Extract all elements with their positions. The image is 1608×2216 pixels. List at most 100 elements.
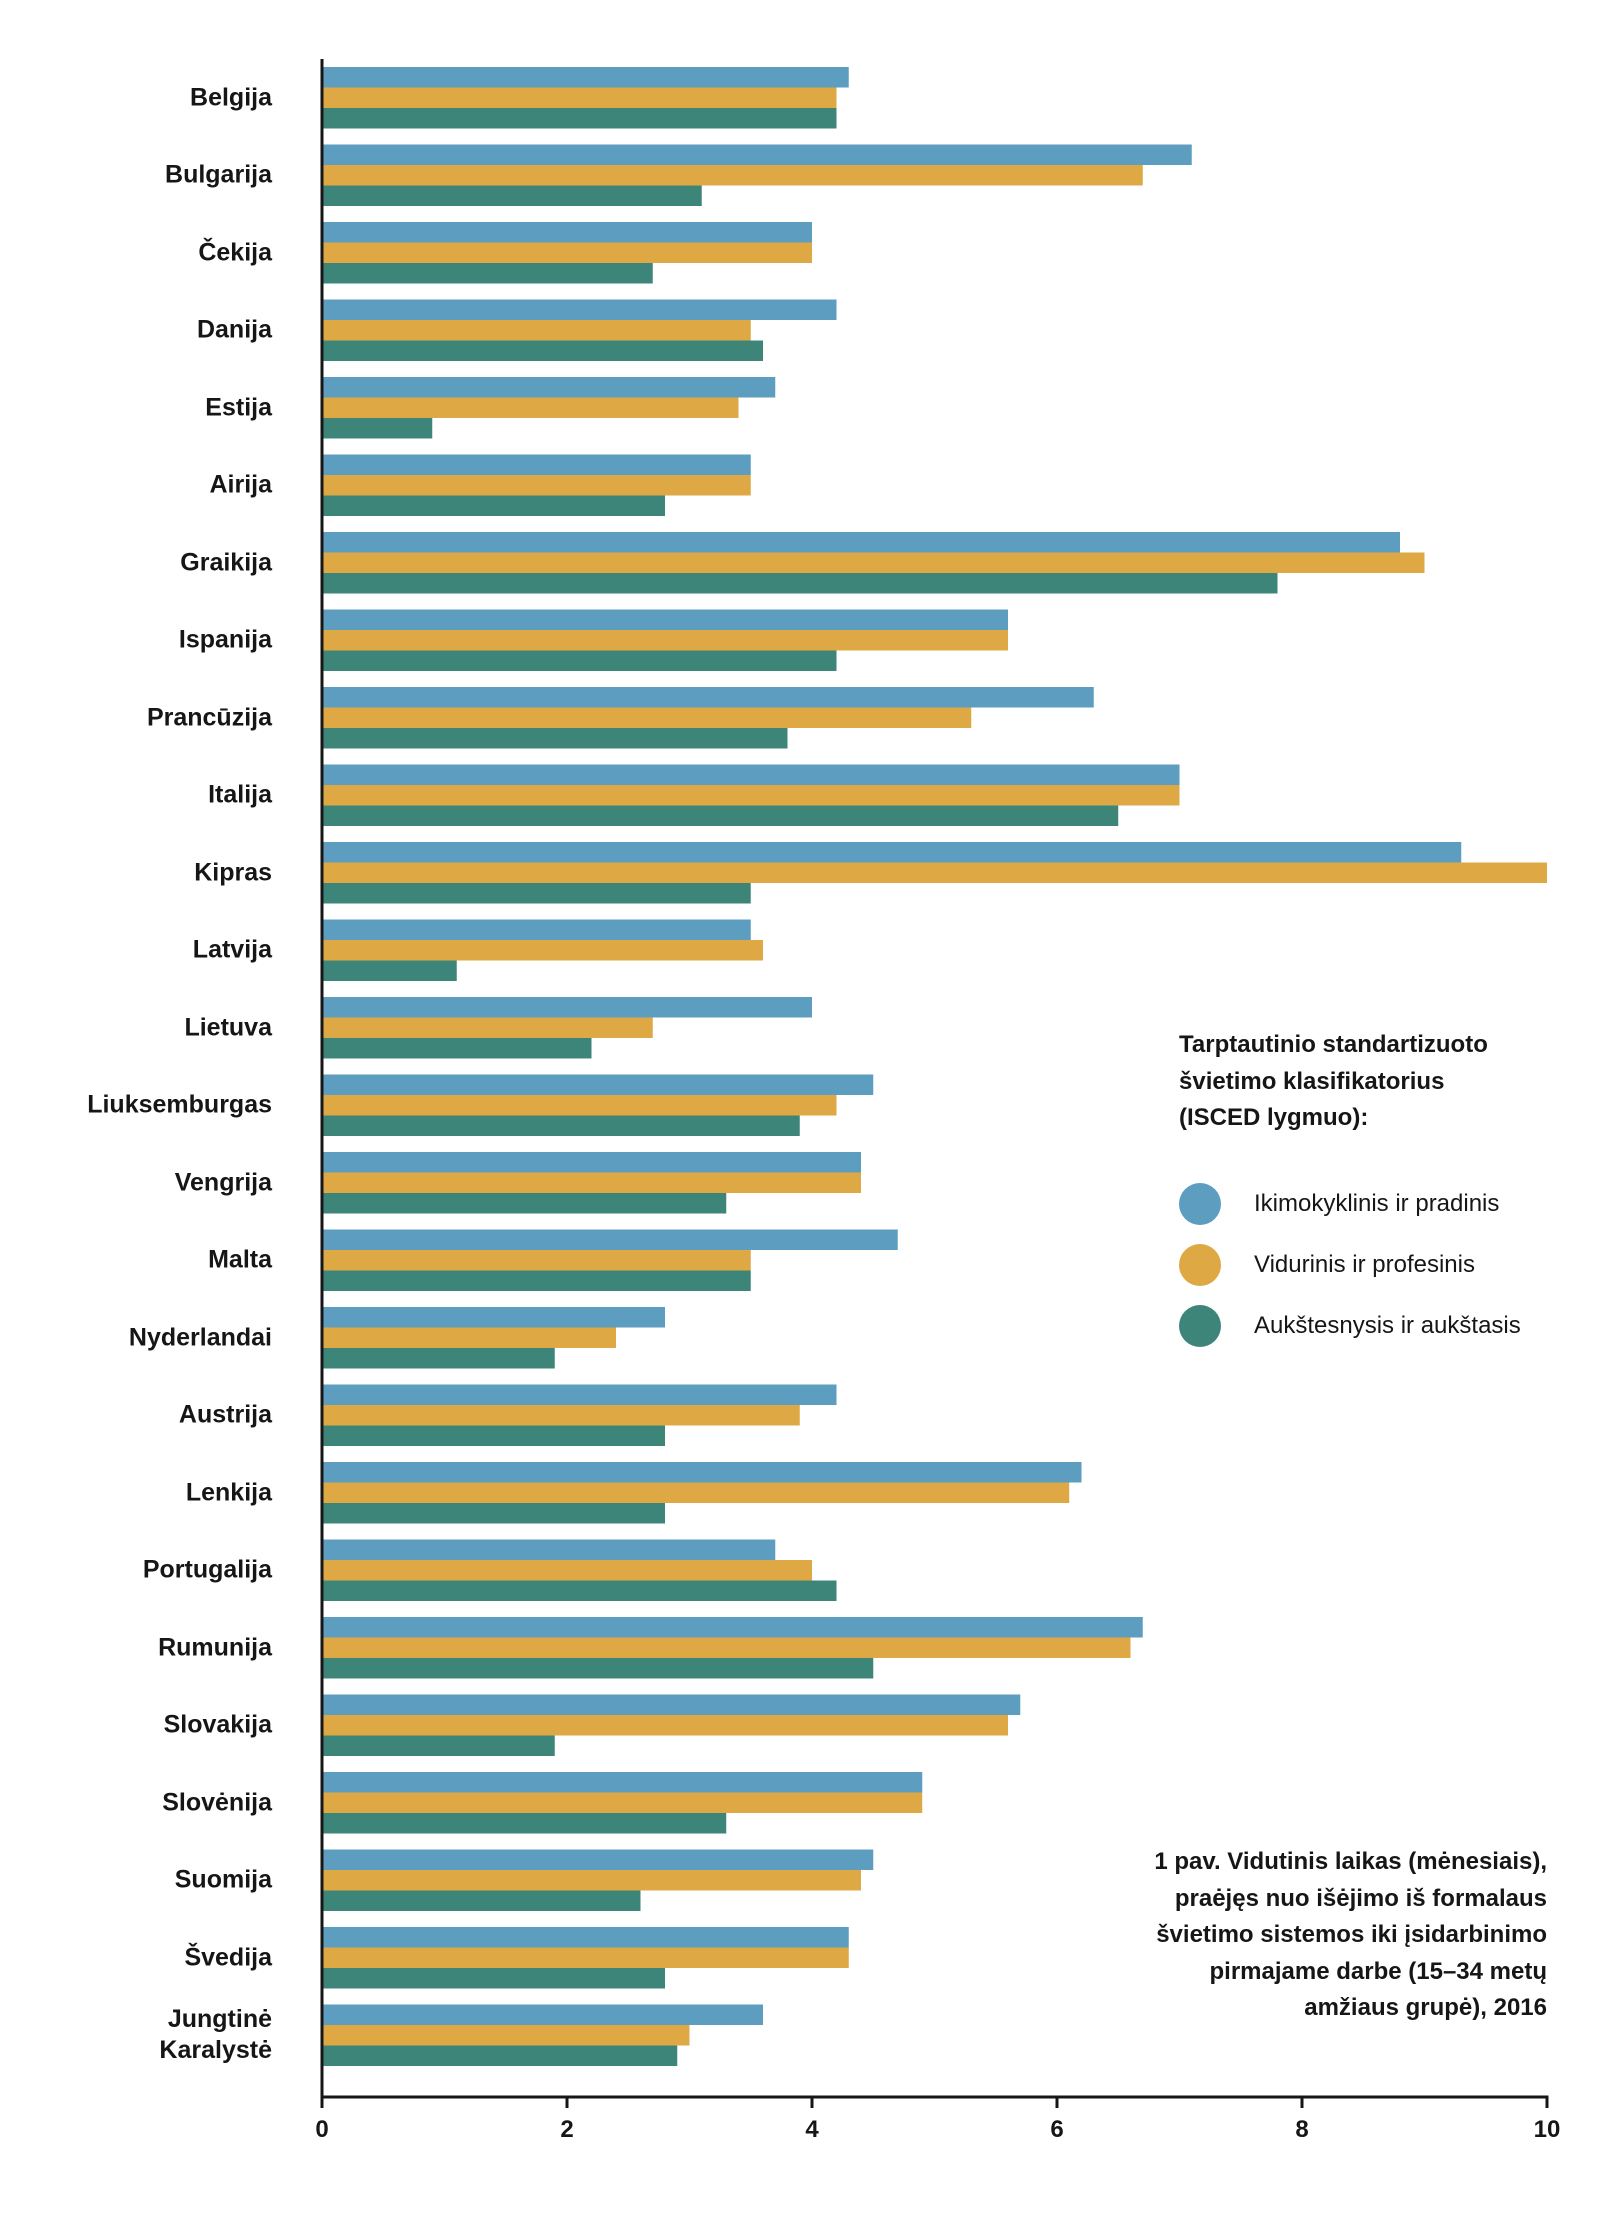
caption-line: amžiaus grupė), 2016	[1304, 1994, 1547, 2022]
x-tick-label: 0	[315, 2116, 329, 2143]
bar-danija-vidurinis	[322, 320, 751, 341]
bar-group-nyderlandai	[322, 1307, 665, 1369]
bar-group-graikija	[322, 532, 1425, 594]
bar-group-danija	[322, 299, 837, 361]
bar-italija-aukstesnysis	[322, 805, 1119, 826]
bar-ispanija-aukstesnysis	[322, 650, 837, 671]
category-label-austrija: Austrija	[178, 1400, 272, 1429]
bar-malta-vidurinis	[322, 1250, 751, 1271]
bar-belgija-aukstesnysis	[322, 108, 837, 129]
bar-rumunija-ikimokyklinis	[322, 1617, 1143, 1638]
bar-slovenija-vidurinis	[322, 1792, 923, 1813]
legend-swatch-circle-icon	[1179, 1305, 1221, 1347]
bar-slovakija-ikimokyklinis	[322, 1694, 1021, 1715]
figure-caption: 1 pav. Vidutinis laikas (mėnesiais), pra…	[1154, 1844, 1547, 2027]
bar-slovenija-aukstesnysis	[322, 1813, 727, 1834]
bar-group-liuksemburgas	[322, 1074, 874, 1136]
bar-group-airija	[322, 454, 751, 516]
bar-portugalija-ikimokyklinis	[322, 1539, 776, 1560]
x-tick-label: 8	[1295, 2116, 1309, 2143]
bar-kipras-ikimokyklinis	[322, 842, 1462, 863]
category-label-malta: Malta	[208, 1245, 272, 1274]
bar-group-malta	[322, 1229, 898, 1291]
legend-item-ikimokyklinis-ir-pradinis: Ikimokyklinis ir pradinis	[1179, 1183, 1499, 1225]
bar-slovakija-vidurinis	[322, 1715, 1008, 1736]
bar-group-portugalija	[322, 1539, 837, 1601]
caption-line: 1 pav. Vidutinis laikas (mėnesiais),	[1154, 1848, 1547, 1875]
legend-label: Ikimokyklinis ir pradinis	[1254, 1190, 1500, 1217]
bar-group-suomija	[322, 1849, 874, 1911]
bar-group-jungtine-karalyste	[322, 2004, 763, 2066]
bar-liuksemburgas-aukstesnysis	[322, 1115, 800, 1136]
legend-item-aukstesnysis-ir-aukstasis: Aukštesnysis ir aukštasis	[1179, 1305, 1521, 1347]
bar-airija-vidurinis	[322, 475, 751, 496]
bar-portugalija-aukstesnysis	[322, 1580, 837, 1601]
bar-suomija-ikimokyklinis	[322, 1849, 874, 1870]
bar-italija-ikimokyklinis	[322, 764, 1180, 785]
bar-danija-aukstesnysis	[322, 340, 763, 361]
bar-belgija-ikimokyklinis	[322, 67, 849, 88]
bar-suomija-vidurinis	[322, 1870, 861, 1891]
category-label-lietuva: Lietuva	[184, 1013, 272, 1042]
bar-estija-aukstesnysis	[322, 418, 433, 439]
category-label-belgija: Belgija	[190, 83, 272, 112]
category-label-bulgarija: Bulgarija	[165, 160, 272, 189]
bar-jungtine-karalyste-aukstesnysis	[322, 2045, 678, 2066]
x-tick-label: 2	[560, 2116, 574, 2143]
bar-ispanija-vidurinis	[322, 630, 1008, 651]
bar-group-prancuzija	[322, 687, 1094, 749]
bar-group-ispanija	[322, 609, 1008, 671]
bar-svedija-aukstesnysis	[322, 1968, 665, 1989]
bar-vengrija-vidurinis	[322, 1172, 861, 1193]
bar-suomija-aukstesnysis	[322, 1890, 641, 1911]
bar-svedija-ikimokyklinis	[322, 1927, 849, 1948]
bar-liuksemburgas-ikimokyklinis	[322, 1074, 874, 1095]
bar-bulgarija-vidurinis	[322, 165, 1143, 186]
bar-austrija-vidurinis	[322, 1405, 800, 1426]
category-label-latvija: Latvija	[192, 935, 272, 964]
category-label-slovenija: Slovėnija	[162, 1788, 272, 1817]
bar-austrija-ikimokyklinis	[322, 1384, 837, 1405]
bar-nyderlandai-vidurinis	[322, 1327, 616, 1348]
bar-bulgarija-aukstesnysis	[322, 185, 702, 206]
bar-group-slovenija	[322, 1772, 923, 1834]
legend-title-line: Tarptautinio standartizuoto	[1179, 1031, 1488, 1058]
bar-nyderlandai-aukstesnysis	[322, 1348, 555, 1369]
bar-graikija-vidurinis	[322, 552, 1425, 573]
bar-graikija-ikimokyklinis	[322, 532, 1400, 553]
bar-jungtine-karalyste-ikimokyklinis	[322, 2004, 763, 2025]
bars-layer	[322, 67, 1547, 2066]
category-label-estija: Estija	[205, 393, 272, 422]
bar-nyderlandai-ikimokyklinis	[322, 1307, 665, 1328]
bar-cekija-vidurinis	[322, 242, 812, 263]
bar-liuksemburgas-vidurinis	[322, 1095, 837, 1116]
bar-kipras-aukstesnysis	[322, 883, 751, 904]
x-tick-label: 6	[1050, 2116, 1064, 2143]
bar-cekija-aukstesnysis	[322, 263, 653, 284]
category-label-ispanija: Ispanija	[178, 625, 272, 654]
legend-title: Tarptautinio standartizuoto švietimo kla…	[1179, 1027, 1488, 1137]
bar-lietuva-aukstesnysis	[322, 1038, 592, 1059]
category-label-prancuzija: Prancūzija	[146, 703, 272, 732]
bar-group-svedija	[322, 1927, 849, 1989]
bar-vengrija-aukstesnysis	[322, 1193, 727, 1214]
bar-group-belgija	[322, 67, 849, 129]
legend-item-vidurinis-ir-profesinis: Vidurinis ir profesinis	[1179, 1244, 1475, 1286]
category-label-svedija: Švedija	[184, 1943, 272, 1972]
bar-prancuzija-ikimokyklinis	[322, 687, 1094, 708]
category-label-slovakija: Slovakija	[163, 1710, 272, 1739]
category-label-vengrija: Vengrija	[174, 1168, 272, 1197]
x-axis-ticks	[320, 2097, 1549, 2108]
bar-group-austrija	[322, 1384, 837, 1446]
bar-group-lenkija	[322, 1462, 1082, 1524]
bar-group-estija	[322, 377, 776, 439]
bar-estija-ikimokyklinis	[322, 377, 776, 398]
legend-title-line: (ISCED lygmuo):	[1179, 1104, 1369, 1131]
category-label-rumunija: Rumunija	[158, 1633, 272, 1662]
bar-kipras-vidurinis	[322, 862, 1547, 883]
bar-austrija-aukstesnysis	[322, 1425, 665, 1446]
bar-lenkija-vidurinis	[322, 1482, 1070, 1503]
legend-swatch-circle-icon	[1179, 1244, 1221, 1286]
category-label-lenkija: Lenkija	[185, 1478, 272, 1507]
